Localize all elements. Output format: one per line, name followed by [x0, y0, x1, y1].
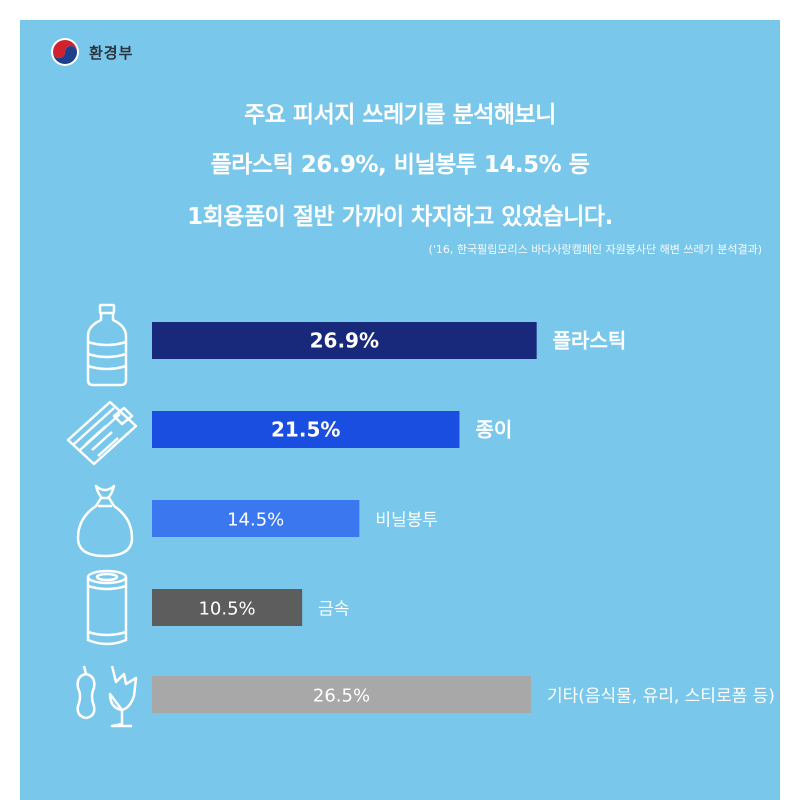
- category-label-plastic: 플라스틱: [553, 329, 627, 353]
- source-note: ('16, 한국필립모리스 바다사랑캠페인 자원봉사단 해변 쓰레기 분석결과): [428, 243, 762, 256]
- trash-bag-icon: [76, 484, 134, 558]
- headline-line-3: 1회용품이 절반 가까이 차지하고 있었습니다.: [187, 204, 613, 230]
- ministry-name: 환경부: [89, 43, 134, 62]
- plastic-bottle-icon: [86, 303, 128, 387]
- category-label-vinyl-bag: 비닐봉투: [375, 511, 438, 531]
- bar-vinyl-bag: [152, 500, 360, 537]
- bar-metal: [152, 589, 303, 626]
- bar-value-label-vinyl-bag: 14.5%: [227, 510, 284, 531]
- category-label-other: 기타(음식물, 유리, 스티로폼 등): [547, 687, 775, 707]
- bar-value-label-other: 26.5%: [313, 686, 370, 707]
- bar-other: [152, 676, 531, 713]
- bar-value-label-plastic: 26.9%: [310, 329, 379, 353]
- taegeuk-icon: [51, 38, 79, 66]
- bar-value-label-paper: 21.5%: [271, 418, 340, 442]
- headline-line-1: 주요 피서지 쓰레기를 분석해보니: [244, 102, 556, 128]
- can-icon: [86, 569, 128, 646]
- bar-plastic: [152, 322, 537, 359]
- food-waste-glass-icon: [76, 665, 138, 728]
- bar-paper: [152, 411, 460, 448]
- category-label-paper: 종이: [475, 418, 512, 442]
- newspaper-icon: [66, 400, 138, 466]
- ministry-logo: 환경부: [50, 37, 133, 67]
- category-label-metal: 금속: [318, 600, 349, 620]
- bar-value-label-metal: 10.5%: [198, 599, 255, 620]
- headline-line-2: 플라스틱 26.9%, 비닐봉투 14.5% 등: [210, 152, 590, 178]
